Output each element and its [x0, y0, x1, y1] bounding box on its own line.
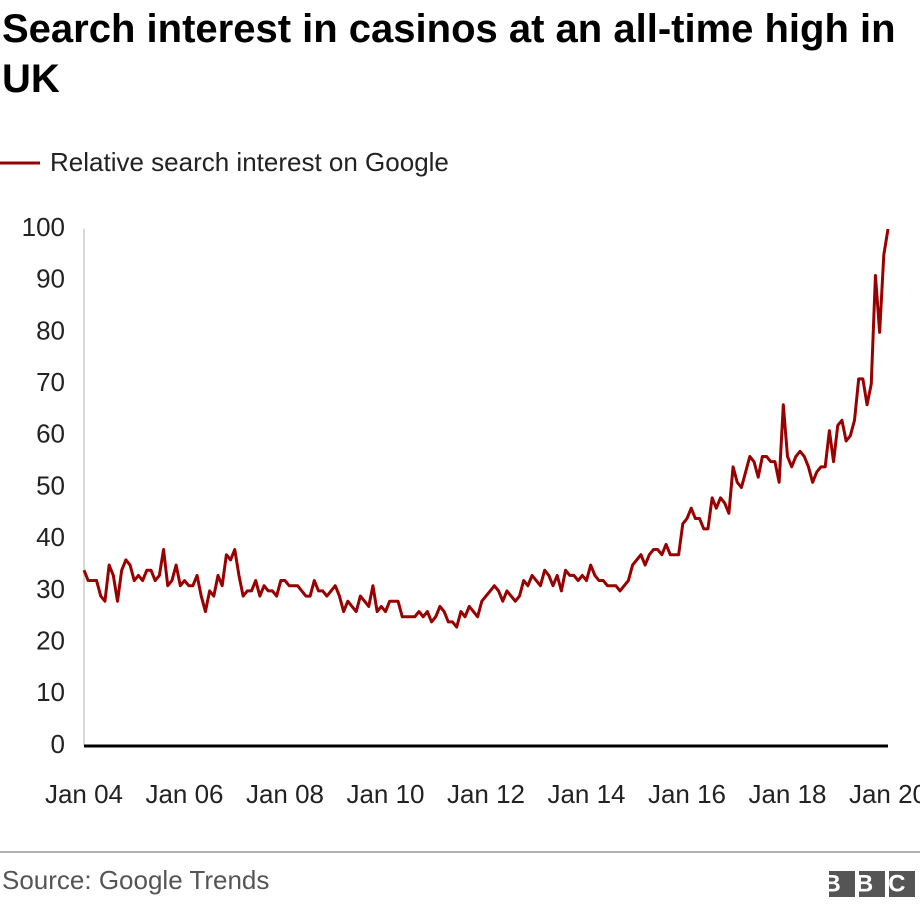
y-tick-label: 90 [36, 264, 65, 294]
y-tick-label: 50 [36, 470, 65, 500]
x-tick-label: Jan 18 [748, 779, 826, 809]
y-tick-label: 20 [36, 625, 65, 655]
x-tick-label: Jan 14 [547, 779, 625, 809]
logo-text: BBC [824, 870, 920, 897]
y-tick-label: 10 [36, 677, 65, 707]
line-series [82, 228, 890, 629]
chart-title: Search interest in casinos at an all-tim… [2, 7, 896, 101]
y-tick-label: 30 [36, 574, 65, 604]
logo: BBC [824, 870, 920, 897]
x-tick-label: Jan 06 [145, 779, 223, 809]
x-tick-label: Jan 08 [246, 779, 324, 809]
x-tick-label: Jan 16 [648, 779, 726, 809]
legend-label: Relative search interest on Google [50, 147, 449, 177]
x-tick-label: Jan 20 [849, 779, 920, 809]
x-tick-label: Jan 12 [447, 779, 525, 809]
y-tick-label: 100 [22, 212, 65, 242]
y-tick-label: 80 [36, 315, 65, 345]
x-tick-label: Jan 10 [346, 779, 424, 809]
y-tick-label: 60 [36, 419, 65, 449]
y-tick-label: 40 [36, 522, 65, 552]
x-tick-label: Jan 04 [45, 779, 123, 809]
source: Source: Google Trends [2, 865, 269, 895]
y-tick-label: 70 [36, 367, 65, 397]
y-tick-label: 0 [51, 729, 65, 759]
